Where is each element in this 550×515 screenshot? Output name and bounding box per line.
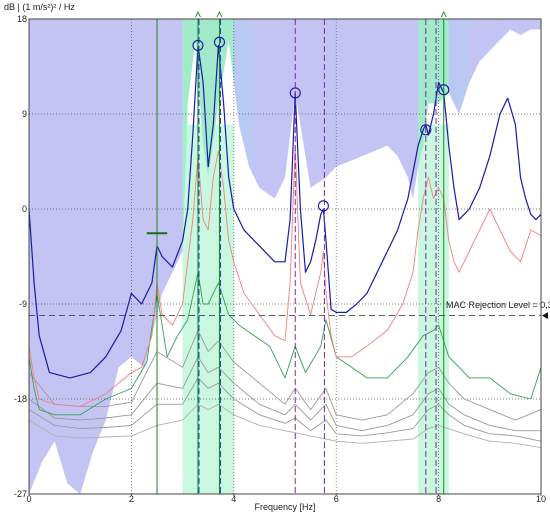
series-line-4	[28, 356, 541, 432]
top-arrow-0	[195, 10, 201, 18]
y-tick-label-5: -27	[14, 489, 27, 499]
y-axis-label: dB | (1 m/s²)² / Hz	[4, 2, 75, 12]
peak-circle-4	[420, 124, 432, 136]
mac-rejection-label: MAC Rejection Level = 0,385	[446, 300, 550, 310]
x-tick-label-1: 2	[129, 494, 134, 504]
plot-frame	[28, 18, 542, 495]
band-green-over-1	[418, 124, 449, 495]
y-tick-label-4: -18	[14, 394, 27, 404]
peak-circle-1	[213, 36, 226, 48]
y-tick-label-0: 18	[17, 14, 27, 24]
y-tick-label-1: 9	[22, 109, 27, 119]
x-tick-label-5: 10	[536, 494, 546, 504]
top-arrow-1	[216, 10, 223, 18]
x-tick-label-2: 4	[231, 494, 236, 504]
x-tick-label-3: 6	[334, 494, 339, 504]
x-axis-label: Frequency [Hz]	[254, 502, 315, 512]
top-arrow-2	[440, 10, 447, 18]
y-tick-label-2: 0	[22, 204, 27, 214]
peak-circle-5	[438, 84, 450, 96]
series-line-0	[28, 44, 542, 379]
band-green-over-0	[182, 124, 234, 495]
peak-circle-2	[289, 87, 301, 99]
series-line-1	[28, 145, 542, 407]
series-line-6	[28, 403, 542, 449]
mac-rejection-pointer	[542, 312, 548, 320]
x-tick-label-4: 8	[436, 494, 441, 504]
y-tick-label-3: -9	[19, 299, 27, 309]
peak-circle-3	[317, 200, 329, 212]
peak-circle-0	[192, 39, 204, 51]
x-tick-label-0: 0	[26, 494, 31, 504]
